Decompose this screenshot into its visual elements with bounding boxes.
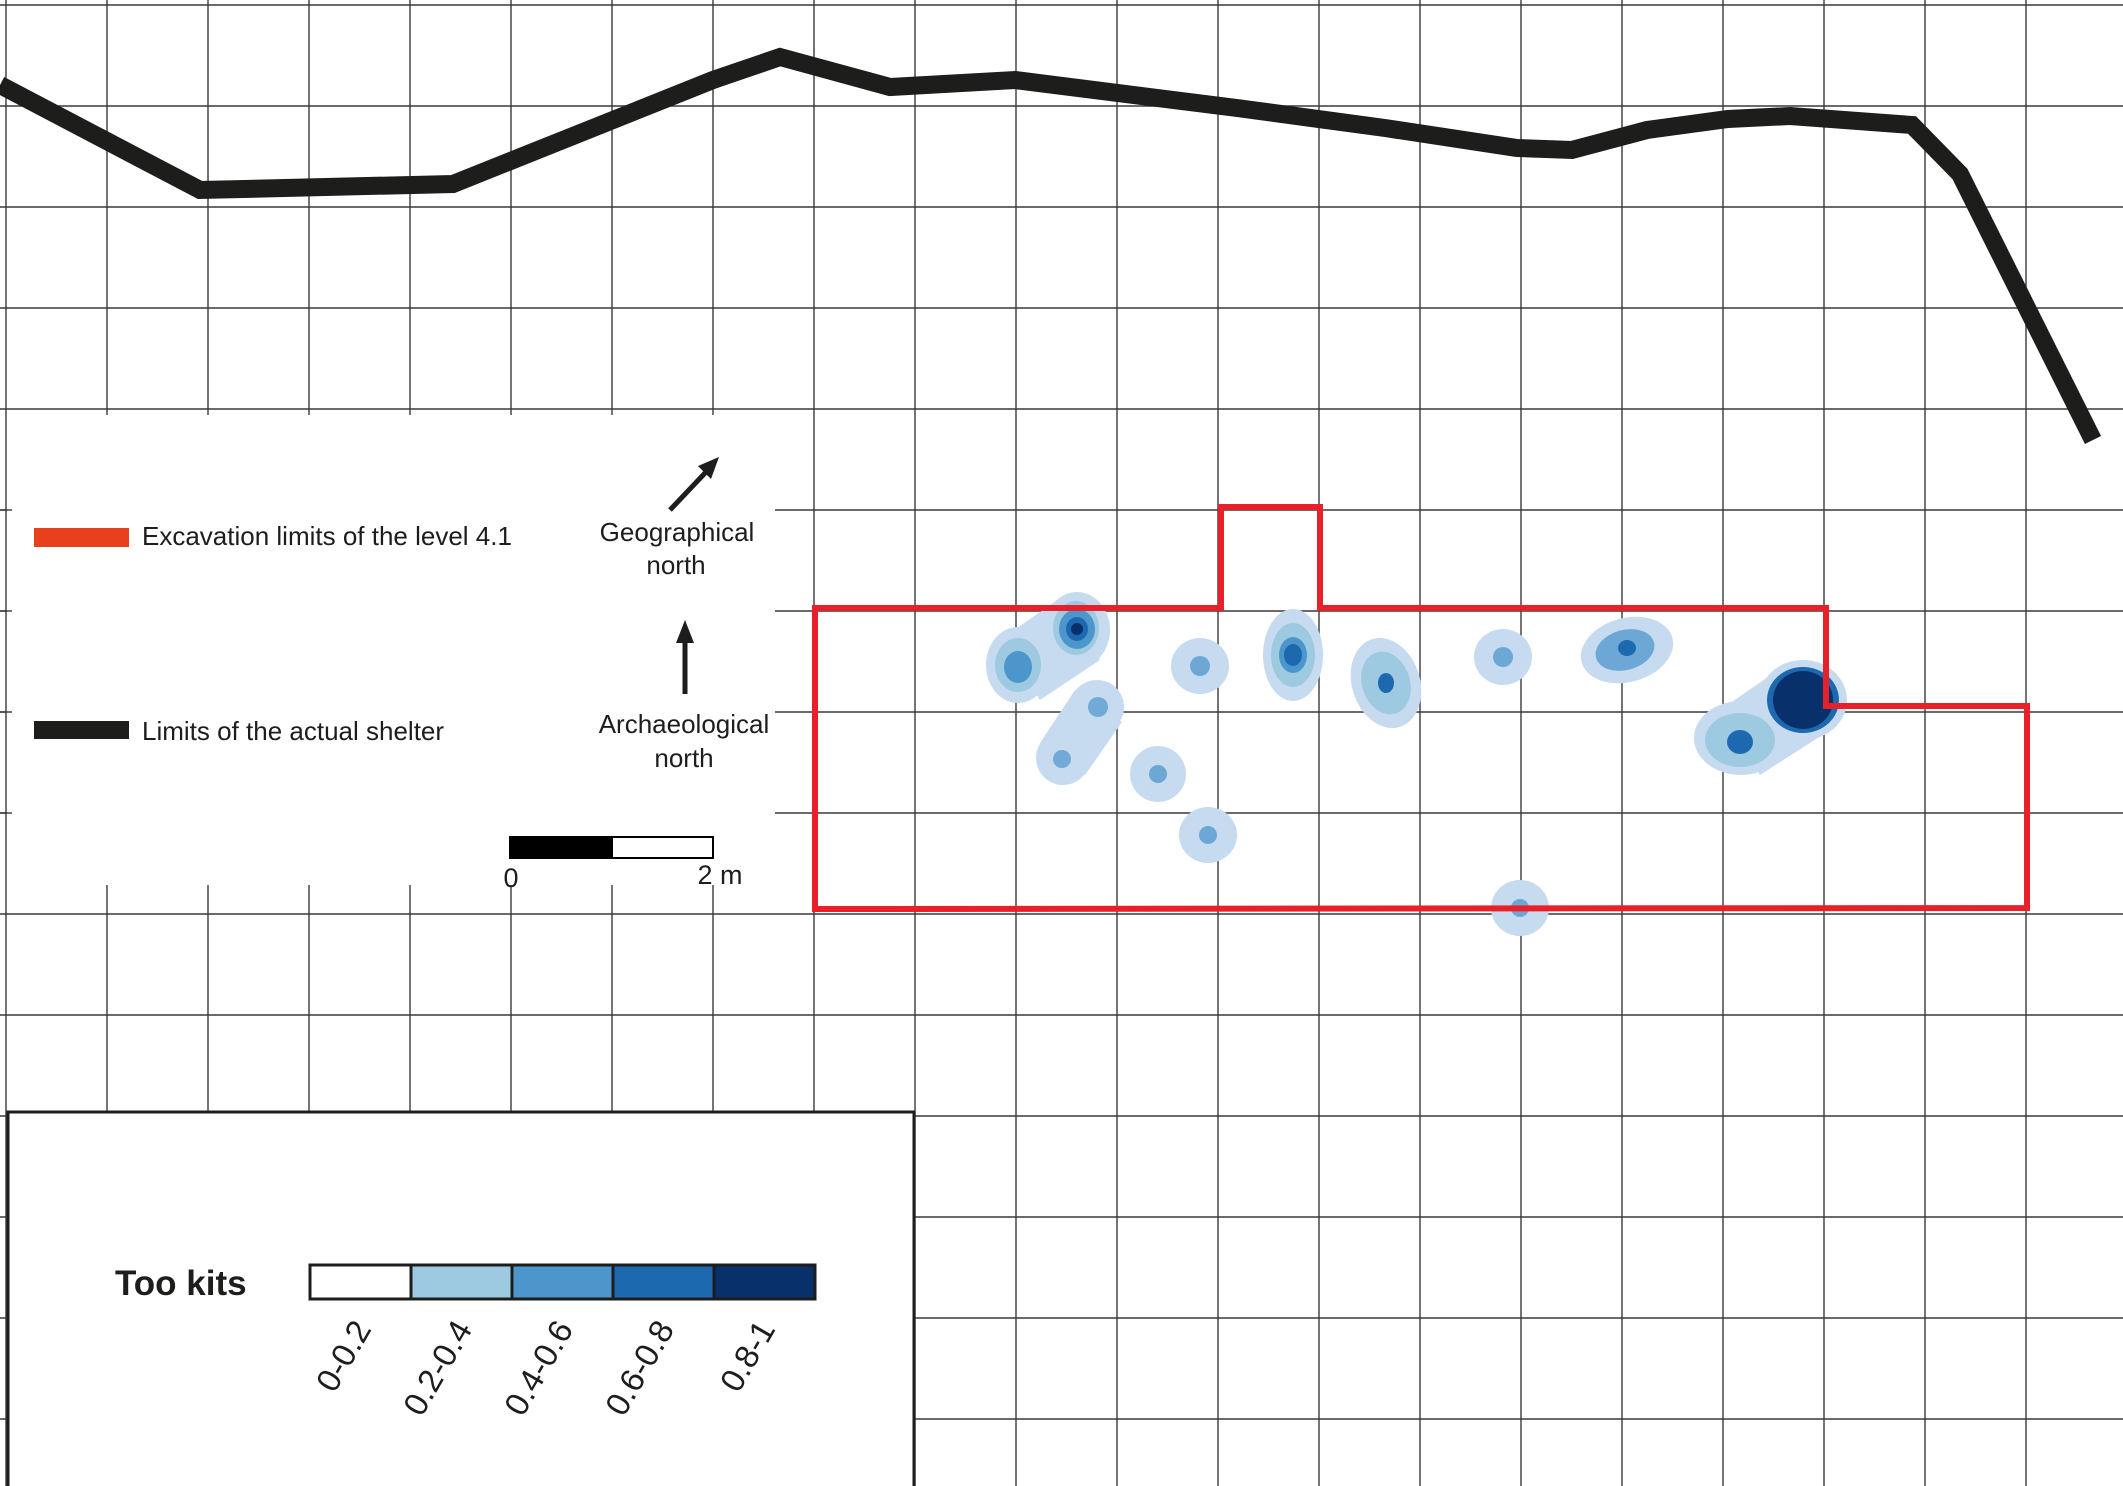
archaeological-north-label-line2: north <box>654 743 713 773</box>
shelter-legend-label: Limits of the actual shelter <box>142 716 444 746</box>
density-surface <box>986 592 1847 936</box>
shelter-limit-line <box>0 47 2102 445</box>
geographical-north-label-line2: north <box>646 550 705 580</box>
shelter-legend-swatch <box>34 721 129 739</box>
density-class-swatches: 0-0.2 0.2-0.4 0.4-0.6 0.6-0.8 0.8-1 <box>308 1263 817 1421</box>
archaeological-north-label: Archaeological <box>599 709 770 739</box>
geographical-north-arrow-icon <box>668 457 719 512</box>
density-class-swatch <box>611 1263 716 1301</box>
legend-background <box>7 415 775 885</box>
excavation-limit-polygon <box>812 504 2030 913</box>
density-legend-title: Too kits <box>115 1264 247 1303</box>
archaeological-north-arrow-icon <box>676 620 694 694</box>
density-class-swatch <box>510 1263 615 1301</box>
grid-ticks <box>0 509 12 814</box>
scale-bar-start-label: 0 <box>503 863 518 893</box>
geographical-north-label: Geographical <box>600 517 755 547</box>
scale-bar: 0 2 m <box>503 836 743 893</box>
density-class-swatch <box>712 1263 817 1301</box>
line-legend: Excavation limits of the level 4.1 Limit… <box>34 521 512 746</box>
scale-bar-end-label: 2 m <box>697 860 742 890</box>
density-class-swatch <box>409 1263 514 1301</box>
excavation-legend-swatch <box>34 528 129 547</box>
north-indicators: Geographical north Archaeological north <box>599 457 770 773</box>
density-class-swatch <box>308 1263 413 1301</box>
density-legend: Too kits 0-0.2 0.2-0.4 0.4-0.6 0.6-0.8 0.8-1 <box>6 1110 916 1486</box>
excavation-legend-label: Excavation limits of the level 4.1 <box>142 521 512 551</box>
